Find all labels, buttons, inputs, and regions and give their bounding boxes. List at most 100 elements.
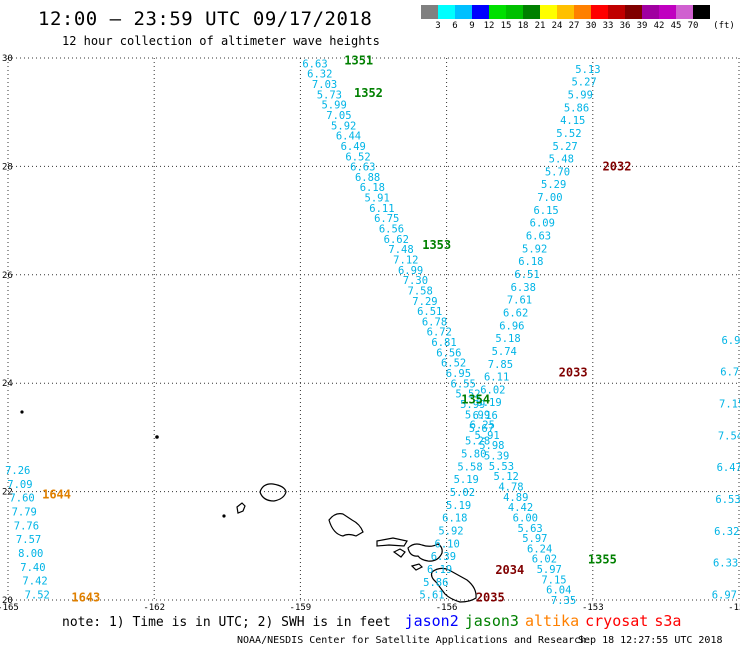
swh-value: 6.51 — [417, 306, 442, 318]
swh-value: 5.29 — [541, 179, 566, 191]
legend-swatch — [472, 5, 489, 19]
swh-value: 5.27 — [571, 77, 596, 89]
swh-value: 5.70 — [545, 166, 570, 178]
legend-tick-label: 15 — [500, 21, 512, 31]
swh-value: 6.56 — [436, 347, 461, 359]
pass-time-label: 1351 — [344, 54, 373, 68]
swh-value: 5.80 — [461, 449, 486, 461]
island-maui — [407, 543, 443, 562]
units-note: note: 1) Time is in UTC; 2) SWH is in fe… — [62, 615, 391, 630]
legend-tick-label: 70 — [687, 21, 699, 31]
swh-value: 4.42 — [508, 502, 533, 514]
legend-tick-label: 27 — [568, 21, 580, 31]
legend-tick-label: 36 — [619, 21, 631, 31]
swh-value: 6.90 — [721, 335, 740, 347]
lon-tick-label: -156 — [436, 603, 458, 610]
swh-value: 5.53 — [489, 461, 514, 473]
swh-value: 7.58 — [408, 285, 433, 297]
swh-value: 5.13 — [575, 64, 600, 76]
pass-time-labels: 1351 1352 1353 1354 1355 2032 2033 2034 2035 1644… — [42, 54, 631, 605]
pass-time-label: 1354 — [461, 392, 490, 406]
swh-value: 6.56 — [379, 224, 404, 236]
pass-time-label: 2032 — [603, 159, 632, 173]
swh-value: 4.89 — [503, 492, 528, 504]
swh-value: 6.62 — [503, 307, 528, 319]
axis-labels: 30 28 26 24 22 20-165 -162 -159 -156 -153 -150 — [0, 54, 740, 610]
swh-value: 7.15 — [541, 574, 566, 586]
swh-value: 5.12 — [494, 471, 519, 483]
swh-value: 5.61 — [419, 590, 444, 602]
legend-swatch — [659, 5, 676, 19]
swh-value: 5.98 — [479, 440, 504, 452]
swh-value: 7.05 — [326, 110, 351, 122]
footer-notes: note: 1) Time is in UTC; 2) SWH is in fe… — [62, 612, 681, 630]
legend-tick-label: 3 — [435, 21, 441, 31]
swh-value: 5.63 — [517, 523, 542, 535]
generated-timestamp: Sep 18 12:27:55 UTC 2018 — [578, 635, 723, 646]
swh-value: 7.85 — [488, 359, 513, 371]
legend-swatch — [421, 5, 438, 19]
swh-value: 6.95 — [446, 368, 471, 380]
swh-value: 5.92 — [522, 243, 547, 255]
legend-swatch — [693, 5, 710, 19]
pass-time-label: 2033 — [559, 365, 588, 379]
swh-value: 6.49 — [341, 141, 366, 153]
map-title: 12:00 – 23:59 UTC 09/17/2018 — [38, 8, 373, 30]
legend-tick-label: 33 — [602, 21, 614, 31]
swh-value: 6.18 — [442, 513, 467, 525]
island-molokai — [376, 537, 408, 547]
swh-value: 6.11 — [484, 372, 509, 384]
swh-value: 7.52 — [25, 590, 50, 602]
swh-value: 5.73 — [317, 89, 342, 101]
swh-value: 7.03 — [312, 79, 337, 91]
legend-swatch — [625, 5, 642, 19]
swh-value: 6.52 — [345, 151, 370, 163]
swh-value: 7.35 — [551, 595, 576, 607]
legend-swatch — [642, 5, 659, 19]
legend-tick-label: 42 — [653, 21, 665, 31]
lat-tick-label: 20 — [2, 596, 13, 606]
lon-tick-label: -153 — [582, 603, 604, 610]
swh-value: 6.62 — [384, 234, 409, 246]
wave-height-map: 6.636.327.035.735.997.055.926.446.496.52… — [0, 54, 740, 610]
legend-tick-label: 39 — [636, 21, 648, 31]
legend-swatch — [438, 5, 455, 19]
color-legend: 3 6 9 12 15 18 21 24 27 30 33 36 39 42 45 70 (ft) — [421, 5, 740, 33]
pass-time-label: 1353 — [422, 238, 451, 252]
swh-value: 5.91 — [365, 193, 390, 205]
island-hawaii — [430, 567, 477, 603]
swh-value: 6.72 — [720, 367, 740, 379]
swh-value: 6.19 — [427, 564, 452, 576]
swh-value: 7.00 — [537, 192, 562, 204]
swh-value: 6.18 — [360, 182, 385, 194]
swh-value: 7.76 — [14, 520, 39, 532]
legend-tick-label: 24 — [551, 21, 563, 31]
swh-value: 7.57 — [16, 534, 41, 546]
legend-ticks: 3 6 9 12 15 18 21 24 27 30 33 36 39 42 45 70 (ft) — [421, 19, 740, 33]
legend-swatch — [676, 5, 693, 19]
swh-value: 5.86 — [564, 102, 589, 114]
lat-tick-label: 28 — [2, 162, 13, 172]
swh-value: 5.19 — [454, 474, 479, 486]
satellite-name-cryosat: cryosat — [585, 612, 649, 630]
swh-value: 5.58 — [457, 461, 482, 473]
swh-value: 6.47 — [717, 462, 740, 474]
swh-value: 6.97 — [712, 590, 737, 602]
island-kauai — [259, 483, 287, 502]
satellite-name-jason3: jason3 — [464, 612, 519, 630]
lon-tick-label: -150 — [728, 603, 740, 610]
swh-value: 6.63 — [302, 58, 327, 70]
swh-value: 6.99 — [398, 265, 423, 277]
lon-tick-label: -162 — [143, 603, 165, 610]
swh-value: 5.99 — [321, 100, 346, 112]
pass-time-label: 1643 — [71, 590, 100, 604]
swh-value: 7.29 — [412, 296, 437, 308]
swh-value: 5.99 — [465, 409, 490, 421]
swh-value: 7.60 — [9, 493, 34, 505]
swh-value: 6.11 — [369, 203, 394, 215]
legend-swatches — [421, 5, 740, 19]
islet-nihoa — [155, 435, 159, 439]
swh-value: 5.91 — [474, 430, 499, 442]
swh-value: 7.09 — [7, 479, 32, 491]
swh-value: 5.92 — [438, 525, 463, 537]
